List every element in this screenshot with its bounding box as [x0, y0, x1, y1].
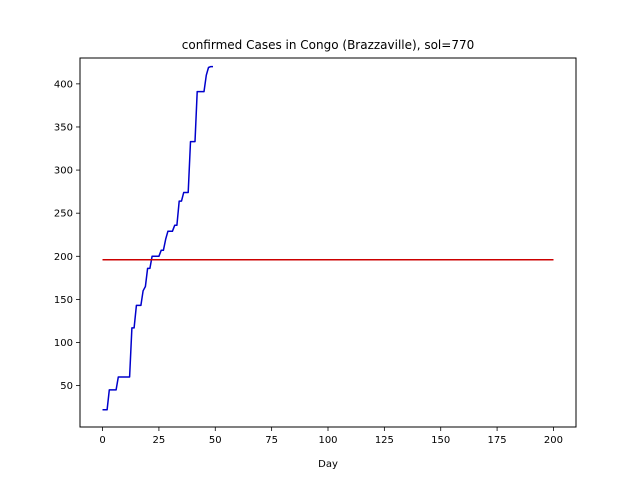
x-tick-label: 25 [153, 435, 166, 446]
y-tick-label: 150 [54, 295, 73, 306]
x-tick-label: 0 [99, 435, 105, 446]
y-tick-label: 250 [54, 209, 73, 220]
series-layer [102, 65, 554, 411]
y-axis: 50 100 150 200 250 300 350 400 [54, 79, 80, 392]
x-tick-label: 175 [488, 435, 507, 446]
y-tick-label: 200 [54, 252, 73, 263]
y-tick-label: 350 [54, 122, 73, 133]
x-tick-label: 200 [544, 435, 563, 446]
x-axis-label: Day [318, 459, 338, 470]
y-tick-label: 400 [54, 79, 73, 90]
x-tick-label: 50 [209, 435, 222, 446]
y-tick-label: 300 [54, 166, 73, 177]
x-tick-label: 125 [375, 435, 394, 446]
series-line-0 [102, 65, 213, 411]
y-tick-label: 100 [54, 338, 73, 349]
x-axis: 0 25 50 75 100 125 150 175 200 [99, 427, 563, 446]
x-tick-label: 150 [431, 435, 450, 446]
chart-title: confirmed Cases in Congo (Brazzaville), … [182, 38, 474, 52]
y-tick-label: 50 [60, 381, 73, 392]
x-tick-label: 75 [265, 435, 278, 446]
x-tick-label: 100 [318, 435, 337, 446]
